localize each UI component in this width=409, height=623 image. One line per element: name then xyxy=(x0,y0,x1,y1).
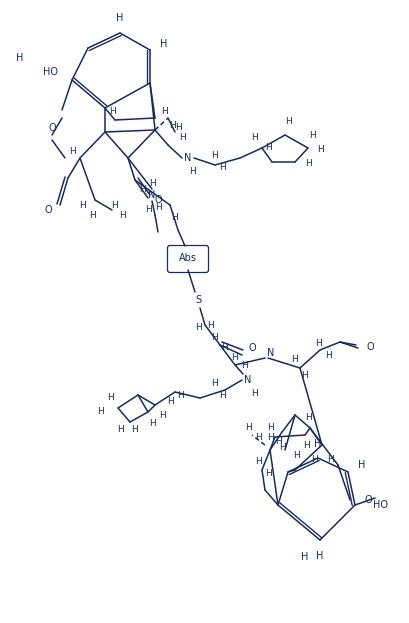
Text: H: H xyxy=(255,457,261,467)
Text: H: H xyxy=(245,424,252,432)
Text: H: H xyxy=(172,212,178,222)
Text: H: H xyxy=(155,204,162,212)
Text: H: H xyxy=(148,419,155,427)
Text: N: N xyxy=(244,375,252,385)
Text: H: H xyxy=(170,120,176,130)
Text: H: H xyxy=(303,440,309,450)
Text: H: H xyxy=(265,143,272,153)
Text: H: H xyxy=(189,168,196,176)
Text: H: H xyxy=(69,148,75,156)
Text: H: H xyxy=(119,211,126,219)
Text: H: H xyxy=(148,179,155,188)
Text: H: H xyxy=(175,123,181,133)
Text: H: H xyxy=(116,13,124,23)
Text: O: O xyxy=(364,495,372,505)
Text: Abs: Abs xyxy=(179,253,197,263)
Text: H: H xyxy=(132,426,138,434)
Text: H: H xyxy=(207,320,213,330)
FancyBboxPatch shape xyxy=(168,245,209,272)
Text: H: H xyxy=(222,343,228,353)
Text: H: H xyxy=(117,426,124,434)
Text: H: H xyxy=(166,397,173,406)
Text: H: H xyxy=(160,39,168,49)
Text: H: H xyxy=(211,151,218,159)
Text: H: H xyxy=(312,455,318,465)
Text: H: H xyxy=(89,211,95,219)
Text: H: H xyxy=(292,356,299,364)
Text: H: H xyxy=(325,351,331,359)
Text: H: H xyxy=(301,552,309,562)
Text: H: H xyxy=(231,353,238,363)
Text: H: H xyxy=(211,333,218,343)
Text: H: H xyxy=(219,163,225,173)
Text: H: H xyxy=(317,146,324,155)
Text: H: H xyxy=(109,108,115,117)
Text: H: H xyxy=(242,361,248,369)
Text: H: H xyxy=(145,206,151,214)
Text: N: N xyxy=(184,153,192,163)
Text: H: H xyxy=(315,338,321,348)
Text: H: H xyxy=(162,108,169,117)
Text: H: H xyxy=(79,201,85,209)
Text: HO: HO xyxy=(373,500,387,510)
Text: H: H xyxy=(305,414,311,422)
Text: H: H xyxy=(211,379,218,388)
Text: H: H xyxy=(219,391,225,399)
Text: H: H xyxy=(159,411,165,419)
Text: H: H xyxy=(314,439,322,449)
Text: O: O xyxy=(48,123,56,133)
Text: O: O xyxy=(44,205,52,215)
Text: H: H xyxy=(316,551,324,561)
Text: H: H xyxy=(180,133,187,143)
Text: O: O xyxy=(366,342,374,352)
Text: H: H xyxy=(309,130,315,140)
Text: H: H xyxy=(195,323,201,333)
Text: N: N xyxy=(267,348,275,358)
Text: H: H xyxy=(112,201,118,209)
Text: H: H xyxy=(285,118,291,126)
Text: H: H xyxy=(292,450,299,460)
Text: H: H xyxy=(305,158,311,168)
Text: H: H xyxy=(16,53,24,63)
Text: H: H xyxy=(279,444,285,452)
Text: O: O xyxy=(154,195,162,205)
Text: H: H xyxy=(252,133,258,141)
Text: H: H xyxy=(255,434,261,442)
Text: H: H xyxy=(267,424,273,432)
Text: H: H xyxy=(267,434,273,442)
Text: H: H xyxy=(177,391,183,399)
Text: N: N xyxy=(148,190,156,200)
Text: S: S xyxy=(195,295,201,305)
Text: O: O xyxy=(248,343,256,353)
Text: H: H xyxy=(301,371,308,379)
Text: H: H xyxy=(265,468,272,477)
Text: H: H xyxy=(107,394,113,402)
Text: HO: HO xyxy=(43,67,58,77)
Text: H: H xyxy=(274,437,281,447)
Text: H: H xyxy=(358,460,366,470)
Text: H: H xyxy=(327,455,333,465)
Text: H: H xyxy=(139,186,145,194)
Text: H: H xyxy=(252,389,258,397)
Text: H: H xyxy=(97,407,103,417)
